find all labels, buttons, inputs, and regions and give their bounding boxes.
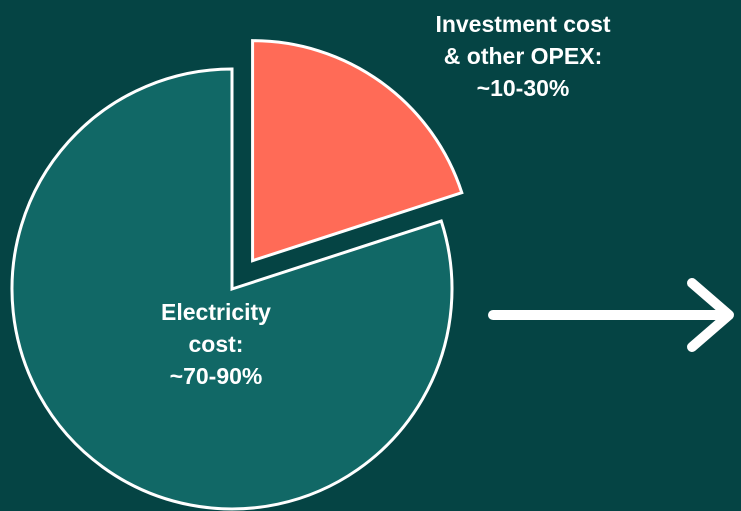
slice-label-electricity: Electricity cost: ~70-90% — [101, 296, 331, 392]
pie-slice-electricity — [10, 67, 454, 511]
slice-label-electricity-line-3: ~70-90% — [169, 363, 263, 389]
right-arrow-icon — [488, 278, 734, 352]
slice-label-electricity-line-2: cost: — [188, 331, 244, 357]
slice-label-investment-line-1: Investment cost — [435, 11, 611, 37]
slice-label-electricity-line-1: Electricity — [161, 299, 271, 325]
slice-label-investment-line-3: ~10-30% — [476, 75, 570, 101]
slice-label-investment-line-2: & other OPEX: — [443, 43, 603, 69]
slice-label-investment: Investment cost & other OPEX: ~10-30% — [388, 8, 658, 104]
pie-slices — [10, 39, 464, 511]
pie-slice-investment — [251, 39, 464, 263]
